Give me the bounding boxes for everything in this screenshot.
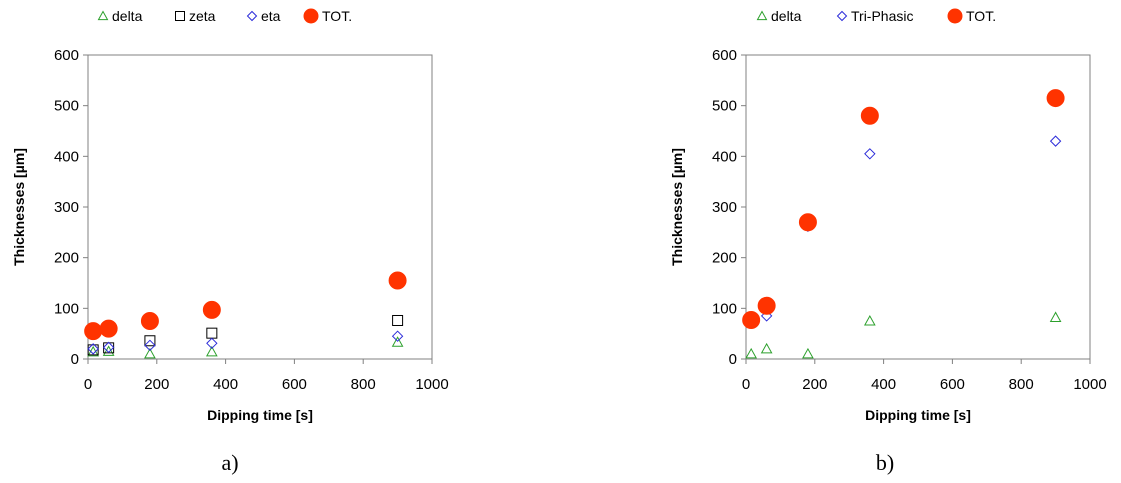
x-tick-label: 600: [282, 376, 307, 393]
data-point: [102, 345, 115, 356]
legend-label: eta: [261, 8, 281, 24]
x-tick-label: 600: [940, 376, 965, 393]
x-tick-label: 200: [802, 376, 827, 393]
series-zeta: [87, 314, 404, 356]
data-point: [760, 342, 773, 354]
data-point: [1046, 89, 1065, 108]
y-tick-label: 300: [712, 199, 737, 216]
data-point: [206, 337, 218, 350]
y-tick-label: 300: [54, 199, 79, 216]
legend-marker: [97, 10, 109, 21]
y-tick-label: 0: [729, 351, 737, 368]
x-tick-label: 200: [144, 376, 169, 393]
legend-marker: [756, 10, 768, 21]
x-tick-label: 1000: [1073, 376, 1106, 393]
legend-marker: [175, 11, 185, 21]
y-tick-label: 600: [712, 47, 737, 64]
x-tick-label: 800: [351, 376, 376, 393]
x-tick-label: 400: [871, 376, 896, 393]
legend-label: zeta: [189, 8, 216, 24]
x-tick-label: 800: [1009, 376, 1034, 393]
series-delta: [745, 311, 1062, 359]
panel-caption: b): [876, 450, 894, 475]
series-delta: [87, 336, 404, 359]
data-point: [1049, 135, 1062, 147]
data-point: [863, 314, 876, 326]
data-point: [757, 296, 776, 315]
y-tick-label: 100: [712, 300, 737, 317]
data-point: [87, 343, 99, 355]
y-tick-label: 200: [54, 250, 79, 267]
data-point: [99, 319, 118, 338]
data-point: [388, 271, 407, 290]
data-point: [140, 312, 159, 330]
data-point: [144, 335, 156, 347]
data-point: [860, 106, 879, 125]
data-point: [205, 345, 218, 357]
series-tri-phasic: [745, 135, 1062, 326]
y-tick-label: 100: [54, 300, 79, 317]
data-point: [802, 347, 814, 359]
x-axis-label: Dipping time [s]: [865, 407, 971, 423]
data-point: [392, 314, 404, 326]
data-point: [144, 347, 156, 359]
panel-caption: a): [221, 450, 238, 475]
chart-panel-b: 0 100 200 300 400 500 600 0 200 400 600 800 1000 Dipp…: [669, 8, 1107, 475]
data-point: [798, 213, 817, 232]
y-tick-label: 0: [71, 351, 79, 368]
y-tick-label: 400: [712, 148, 737, 165]
legend-marker: [303, 8, 319, 24]
y-tick-label: 500: [712, 98, 737, 115]
x-tick-label: 0: [742, 376, 750, 393]
y-tick-label: 500: [54, 98, 79, 115]
data-point: [87, 344, 99, 356]
x-tick-label: 0: [84, 376, 92, 393]
data-point: [144, 339, 156, 352]
x-axis-label: Dipping time [s]: [207, 407, 313, 423]
data-point: [202, 300, 221, 319]
data-point: [391, 330, 404, 342]
legend-label: TOT.: [966, 8, 996, 24]
data-point: [84, 322, 103, 341]
y-axis-label: Thicknesses [µm]: [11, 148, 27, 266]
y-tick-label: 200: [712, 250, 737, 267]
x-tick-label: 400: [213, 376, 238, 393]
x-tick-label: 1000: [415, 376, 448, 393]
legend-label: delta: [771, 8, 802, 24]
plot-area: [745, 54, 1091, 360]
legend-marker: [947, 8, 963, 24]
y-axis-label: Thicknesses [µm]: [669, 148, 685, 266]
data-point: [742, 310, 761, 329]
y-tick-label: 400: [54, 148, 79, 165]
data-point: [1049, 311, 1062, 322]
legend-marker: [246, 10, 258, 22]
legend-marker: [836, 10, 848, 22]
series-tot: [742, 89, 1065, 329]
plot-area: [87, 54, 433, 360]
data-point: [745, 347, 758, 359]
data-point: [102, 341, 115, 354]
series-eta: [87, 330, 404, 355]
legend-label: TOT.: [322, 8, 352, 24]
data-point: [103, 342, 115, 354]
series-tot: [84, 271, 407, 341]
data-point: [391, 336, 404, 347]
data-point: [206, 327, 218, 339]
legend-label: delta: [112, 8, 143, 24]
chart-panel-a: 0 100 200 300 400 500 600 0 200 400 600 800 1000 Dipp…: [11, 8, 449, 475]
data-point: [864, 148, 876, 160]
legend-label: Tri-Phasic: [851, 8, 914, 24]
data-point: [760, 310, 773, 322]
y-tick-label: 600: [54, 47, 79, 64]
